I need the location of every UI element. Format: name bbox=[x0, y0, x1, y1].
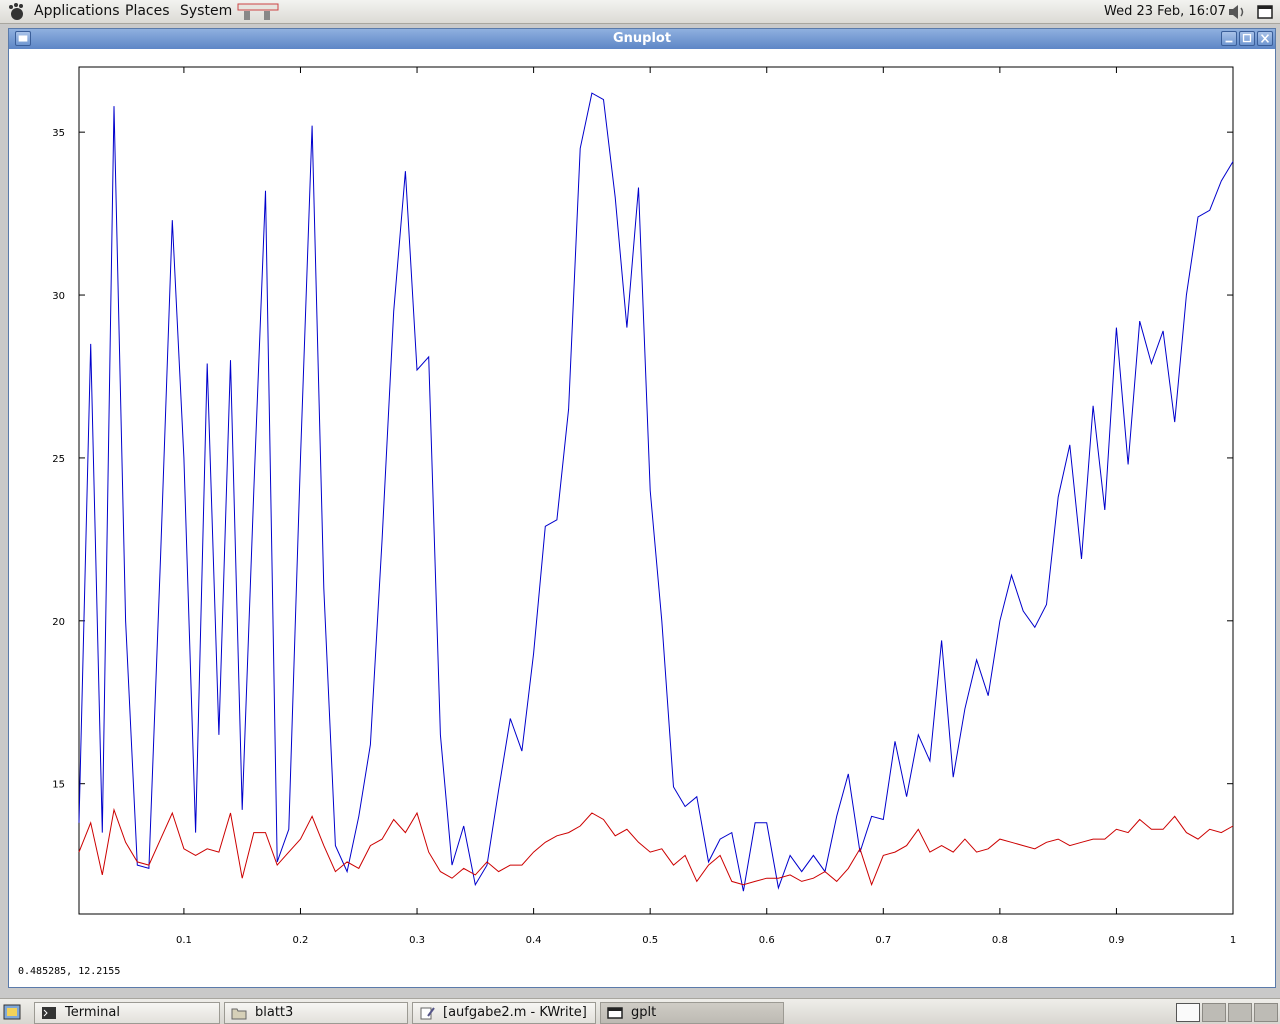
x-tick-label: 0.2 bbox=[293, 935, 309, 946]
x-tick-label: 0.8 bbox=[992, 935, 1008, 946]
volume-icon[interactable] bbox=[1227, 3, 1247, 21]
x-tick-label: 0.3 bbox=[409, 935, 425, 946]
taskbar-item-terminal[interactable]: Terminal bbox=[34, 1002, 220, 1024]
taskbar-item-label: gplt bbox=[631, 1005, 657, 1020]
top-panel: Applications Places System Wed 23 Feb, 1… bbox=[0, 0, 1280, 24]
workspace-3[interactable] bbox=[1228, 1003, 1252, 1022]
workspace-1[interactable] bbox=[1176, 1003, 1200, 1022]
x-tick-label: 0.6 bbox=[759, 935, 775, 946]
taskbar-item-kwrite[interactable]: [aufgabe2.m - KWrite] bbox=[412, 1002, 596, 1024]
window-titlebar[interactable]: Gnuplot bbox=[9, 29, 1275, 49]
close-icon bbox=[1260, 34, 1270, 43]
close-button[interactable] bbox=[1257, 31, 1273, 46]
x-tick-label: 0.7 bbox=[875, 935, 891, 946]
x-tick-label: 1 bbox=[1230, 935, 1236, 946]
tick-labels: 0.1 0.2 0.3 0.4 0.5 0.6 0.7 0.8 0.9 1 15 20 25 30 35 bbox=[52, 128, 1236, 946]
system-menu[interactable]: System bbox=[180, 3, 233, 19]
window-menu-icon bbox=[18, 35, 28, 42]
folder-icon bbox=[231, 1008, 247, 1020]
gnuplot-window: Gnuplot bbox=[8, 28, 1276, 988]
text-editor-icon bbox=[420, 1007, 435, 1020]
places-menu[interactable]: Places bbox=[125, 3, 170, 19]
workspace-2[interactable] bbox=[1202, 1003, 1226, 1022]
x-tick-label: 0.5 bbox=[642, 935, 658, 946]
minimize-icon bbox=[1225, 40, 1233, 43]
window-title: Gnuplot bbox=[612, 31, 672, 46]
series-line-1 bbox=[78, 92, 1234, 892]
clock[interactable]: Wed 23 Feb, 16:07 bbox=[1104, 4, 1226, 19]
launcher-icon[interactable] bbox=[236, 2, 280, 22]
maximize-icon bbox=[1242, 33, 1252, 43]
plot-series bbox=[78, 92, 1234, 892]
x-tick-label: 0.4 bbox=[526, 935, 542, 946]
show-desktop-icon[interactable] bbox=[2, 1002, 22, 1022]
plot-frame bbox=[78, 66, 1234, 915]
taskbar-item-blatt3[interactable]: blatt3 bbox=[224, 1002, 408, 1024]
window-list-icon[interactable] bbox=[1256, 3, 1274, 21]
taskbar-item-gplt[interactable]: gplt bbox=[600, 1002, 784, 1024]
y-tick-label: 15 bbox=[52, 780, 65, 791]
x-tick-label: 0.9 bbox=[1108, 935, 1124, 946]
taskbar-item-label: blatt3 bbox=[255, 1005, 294, 1020]
taskbar: Terminal blatt3 [aufgabe2.m - KWrite] gp… bbox=[0, 998, 1280, 1024]
series-line-2 bbox=[78, 807, 1234, 887]
axis-ticks bbox=[79, 67, 1234, 914]
y-tick-label: 25 bbox=[52, 454, 65, 465]
x-tick-label: 0.1 bbox=[176, 935, 192, 946]
terminal-icon bbox=[42, 1007, 56, 1019]
taskbar-item-label: Terminal bbox=[65, 1005, 120, 1020]
maximize-button[interactable] bbox=[1239, 31, 1255, 46]
y-tick-label: 35 bbox=[52, 128, 65, 139]
y-tick-label: 30 bbox=[52, 291, 65, 302]
y-tick-label: 20 bbox=[52, 617, 65, 628]
window-menu-button[interactable] bbox=[15, 31, 31, 46]
gnome-foot-icon[interactable] bbox=[6, 2, 26, 22]
mouse-coordinates-readout: 0.485285, 12.2155 bbox=[18, 966, 121, 977]
window-icon bbox=[607, 1007, 623, 1019]
taskbar-item-label: [aufgabe2.m - KWrite] bbox=[443, 1005, 587, 1020]
applications-menu[interactable]: Applications bbox=[34, 3, 120, 19]
workspace-4[interactable] bbox=[1254, 1003, 1278, 1022]
minimize-button[interactable] bbox=[1221, 31, 1237, 46]
